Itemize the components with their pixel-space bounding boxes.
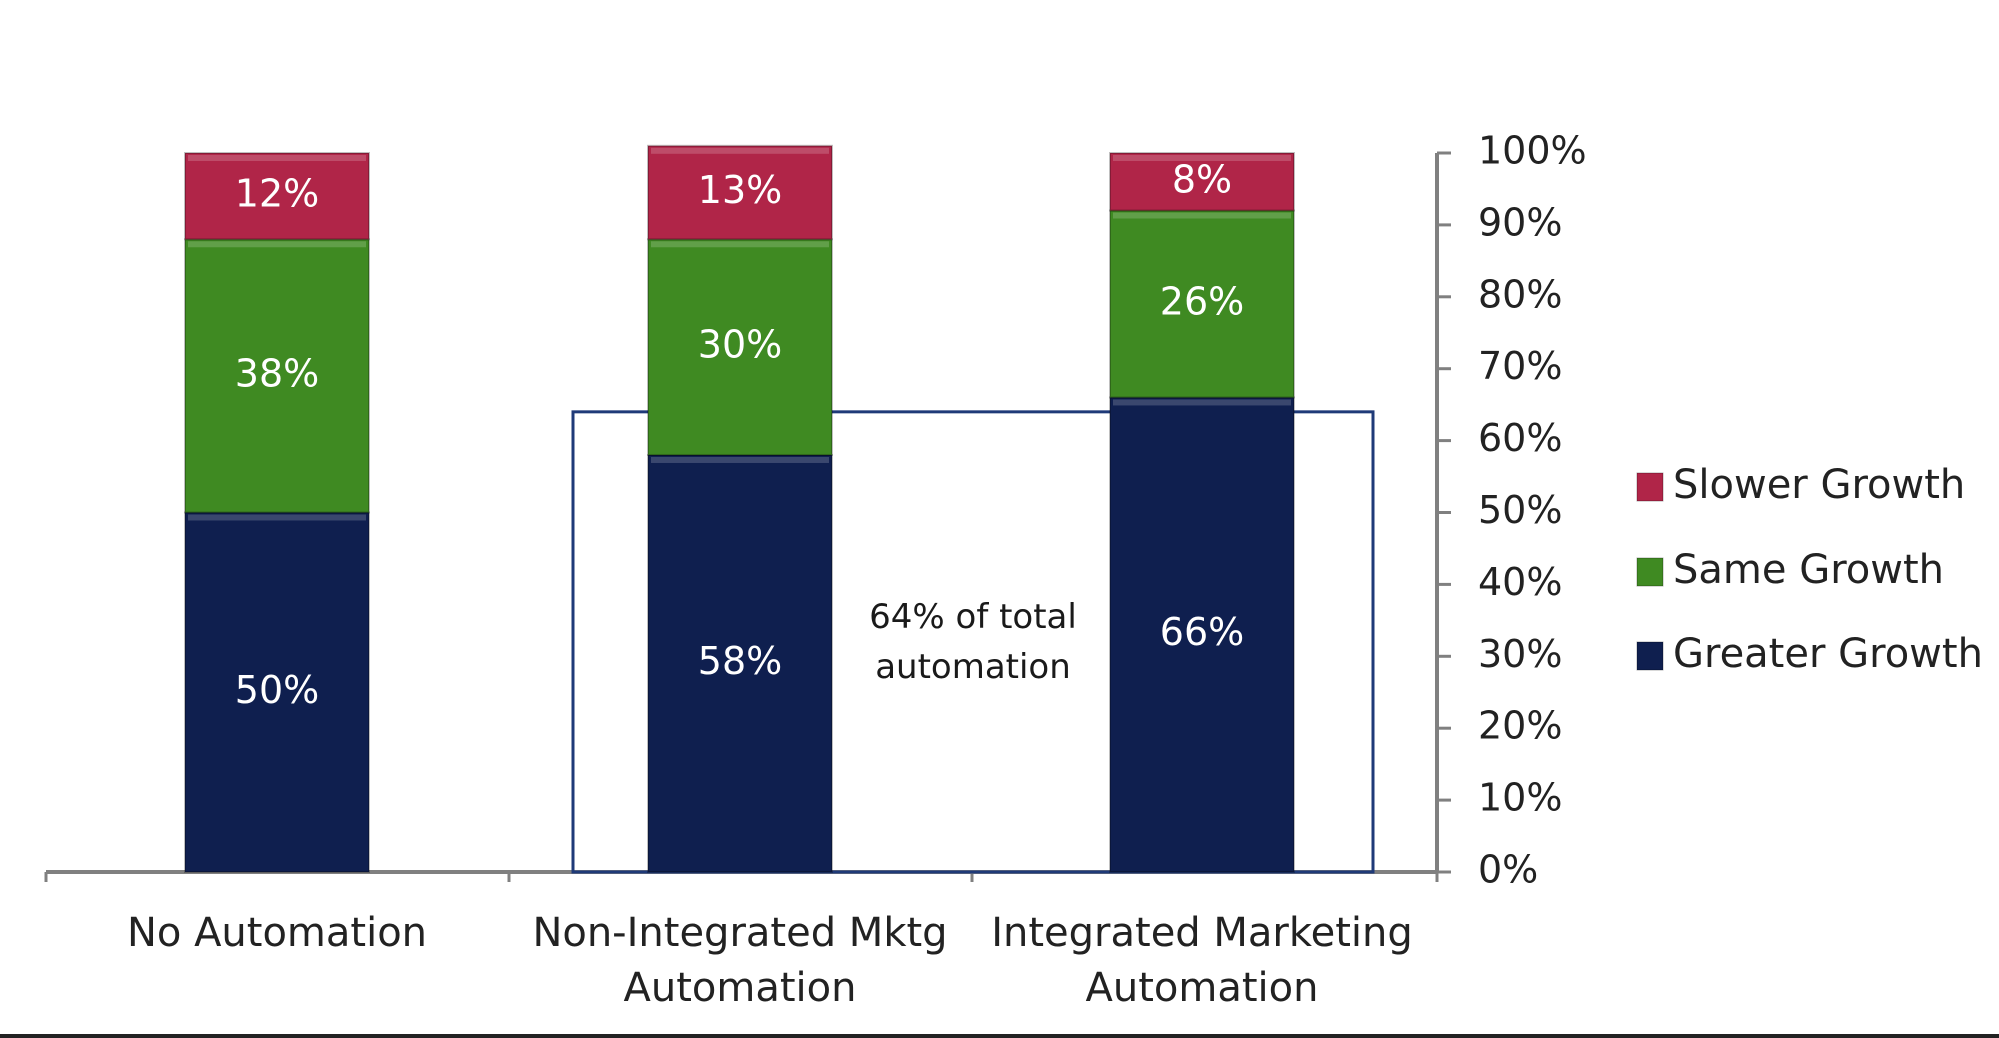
category-label: Non-Integrated Mktg [532,910,947,956]
category-label: Automation [1086,965,1319,1011]
y-tick-label: 90% [1478,200,1562,244]
legend-swatch [1636,641,1664,671]
bar-segment-label: 38% [235,351,319,395]
bar-segment-slower-growth-highlight [1113,155,1291,161]
annotation-text-line: automation [875,647,1071,687]
legend-label: Greater Growth [1673,631,1983,677]
bar-segment-slower-growth-highlight [651,147,829,154]
bar-segment-label: 13% [698,168,782,212]
bar-segment-label: 26% [1160,279,1244,323]
y-tick-label: 40% [1478,560,1562,604]
bar-segment-same-growth [1109,209,1295,399]
bar-segment-label: 12% [235,172,319,216]
bar-segment-same-growth [184,238,370,514]
automation-highlight-box [571,410,1375,874]
bar-segment-greater-growth-highlight [1113,399,1291,406]
bar-segment-label: 66% [1160,610,1244,654]
bar-segment-same-growth-highlight [188,241,366,248]
bar-segment-greater-growth [1109,396,1295,873]
y-tick-label: 50% [1478,488,1562,532]
bar-segment-label: 58% [698,639,782,683]
y-tick-label: 70% [1478,344,1562,388]
y-tick-label: 60% [1478,416,1562,460]
bar-segment-greater-growth-highlight [188,514,366,521]
legend-label: Same Growth [1673,547,1944,593]
bar-segment-greater-growth [647,453,833,873]
y-tick-label: 10% [1478,776,1562,820]
bar-segment-same-growth-highlight [1113,212,1291,219]
legend-swatch [1636,557,1664,587]
annotation-text-line: 64% of total [869,597,1077,637]
bar-segment-slower-growth [647,144,833,241]
y-tick-label: 80% [1478,272,1562,316]
bar-segment-slower-growth [184,152,370,241]
bar-segment-greater-growth-highlight [651,456,829,463]
bar-segment-slower-growth-highlight [188,155,366,161]
bar-segment-same-growth-highlight [651,241,829,248]
legend-label: Slower Growth [1673,462,1965,508]
legend-swatch [1636,472,1664,502]
category-label: Automation [624,965,857,1011]
category-label: Integrated Marketing [991,910,1413,956]
bar-segment-label: 50% [235,668,319,712]
y-tick-label: 0% [1478,848,1538,892]
y-tick-label: 30% [1478,632,1562,676]
bar-segment-slower-growth [1109,152,1295,212]
y-tick-label: 20% [1478,704,1562,748]
bar-segment-same-growth [647,238,833,456]
y-tick-label: 100% [1478,129,1587,173]
bar-segment-label: 8% [1172,157,1232,201]
bar-segment-label: 30% [698,323,782,367]
category-label: No Automation [127,910,427,956]
